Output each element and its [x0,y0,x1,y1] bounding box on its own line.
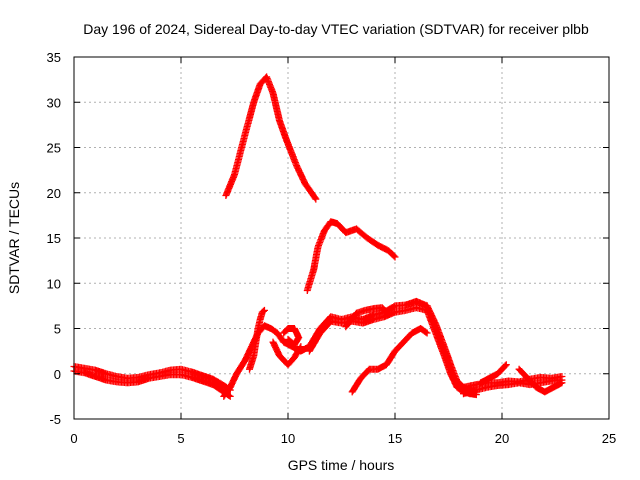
data-series [303,218,399,294]
data-series [269,338,305,369]
data-series [348,325,431,396]
series-markers [269,338,305,369]
x-tick-label: 20 [495,431,509,446]
series-markers [477,361,510,387]
x-tick-label: 15 [388,431,402,446]
tick-labels: 0 5 10 15 20 25 -5 0 5 10 15 20 25 30 35 [47,50,617,446]
y-tick-label: 30 [47,95,61,110]
x-tick-label: 25 [602,431,616,446]
chart-title: Day 196 of 2024, Sidereal Day-to-day VTE… [83,21,589,37]
series-markers [515,365,566,396]
data-series [280,325,303,349]
y-tick-label: 35 [47,50,61,65]
series-markers [303,218,399,294]
x-tick-label: 0 [70,431,77,446]
x-tick-label: 10 [281,431,295,446]
series-markers [246,306,268,373]
y-tick-label: 5 [54,322,61,337]
x-tick-label: 5 [177,431,184,446]
x-axis-title: GPS time / hours [288,457,395,473]
series-markers [222,73,320,203]
data-series [477,361,510,387]
y-axis-title: SDTVAR / TECUs [6,182,22,294]
grid [74,57,609,419]
y-tick-label: 10 [47,276,61,291]
y-tick-label: -5 [49,412,61,427]
series-markers [280,325,303,349]
data-series [246,306,268,373]
data-series [515,365,566,396]
data-series [305,304,431,355]
series-markers [460,376,566,398]
series-markers [305,304,431,355]
y-tick-label: 0 [54,367,61,382]
y-tick-label: 25 [47,141,61,156]
data-series [342,304,390,331]
series-layer [70,73,566,400]
data-series [222,73,320,203]
y-tick-label: 15 [47,231,61,246]
data-series [460,376,566,398]
y-tick-label: 20 [47,186,61,201]
series-markers [342,304,390,331]
ticks [73,56,610,420]
series-markers [348,325,431,396]
